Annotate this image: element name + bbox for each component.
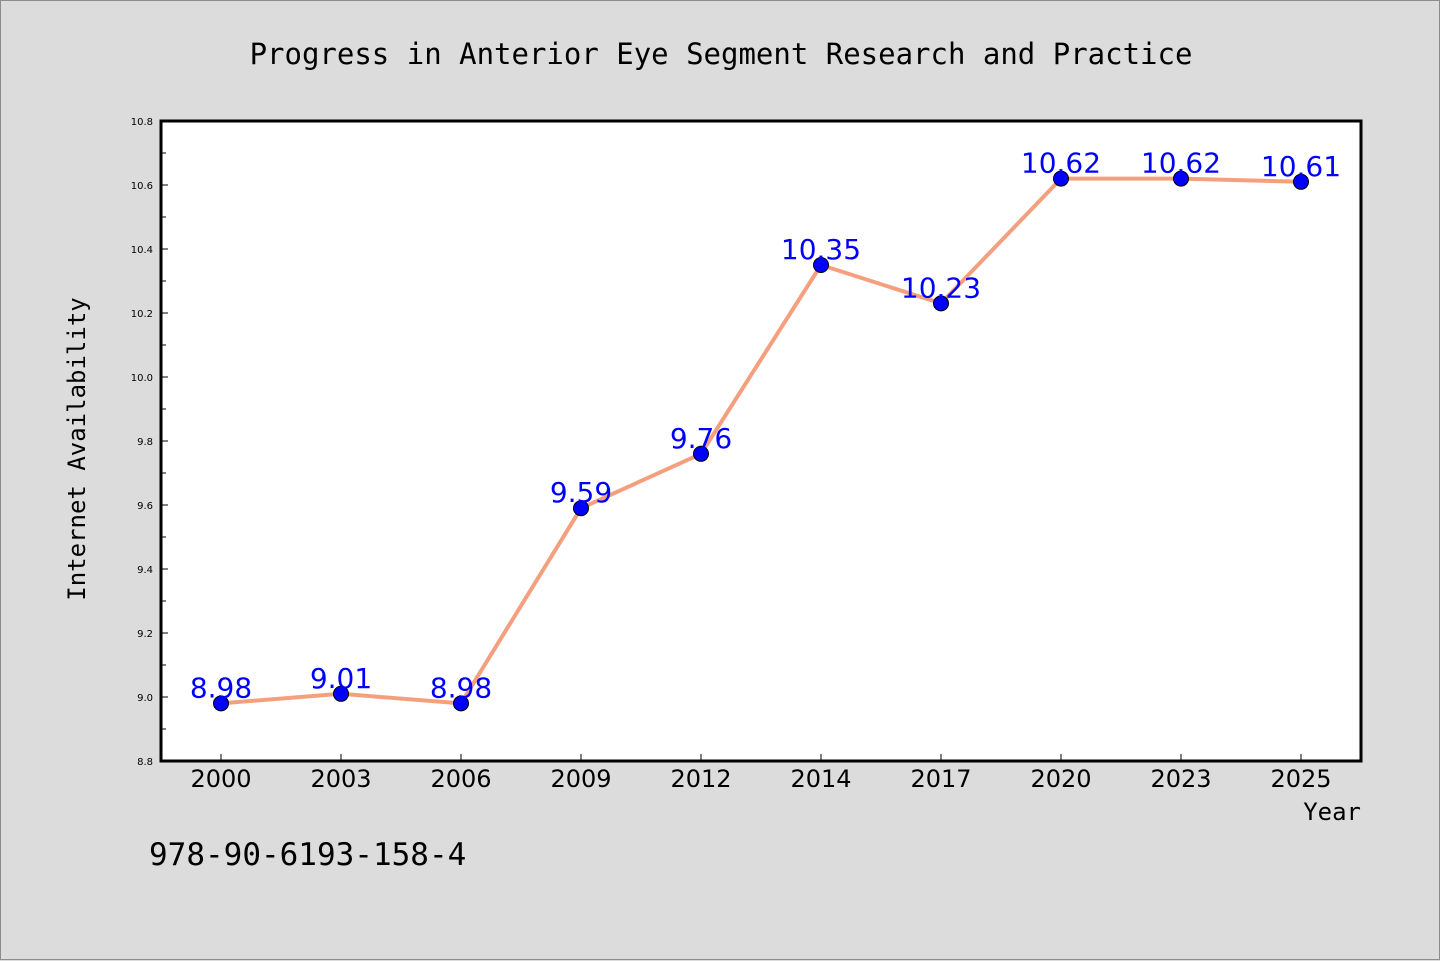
x-tick-label: 2025 (1270, 765, 1331, 793)
y-tick-label: 10.8 (131, 117, 153, 128)
data-point (1293, 173, 1309, 190)
y-tick-label: 9.2 (137, 629, 153, 640)
y-tick-label: 10.2 (131, 309, 153, 320)
series-layer: 8.98 9.01 8.98 9.59 9.76 10.35 10.23 10.62 10.62… (190, 147, 1341, 712)
data-point (333, 685, 349, 702)
data-point (453, 695, 469, 712)
data-point (813, 257, 829, 273)
x-tick-label: 2003 (310, 765, 371, 793)
x-tick-label: 2014 (790, 765, 851, 793)
data-label: 8.98 (190, 671, 252, 704)
series-line (220, 176, 1302, 706)
y-tick-label: 9.0 (137, 693, 153, 704)
data-label: 10.35 (781, 233, 861, 266)
data-point (693, 445, 709, 462)
footnote-isbn: 978-90-6193-158-4 (149, 837, 466, 873)
data-label: 9.59 (550, 476, 612, 509)
y-tick-label: 8.8 (137, 757, 153, 768)
data-point (1173, 170, 1189, 187)
x-tick-label: 2006 (430, 765, 491, 793)
data-point (1053, 170, 1069, 187)
y-tick-label: 9.8 (137, 437, 153, 448)
plot-area (159, 119, 1363, 763)
x-tick-label: 2012 (670, 765, 731, 793)
y-tick-label: 9.4 (137, 565, 153, 576)
x-axis-label: Year (1303, 798, 1361, 826)
x-tick-label: 2009 (550, 765, 611, 793)
data-point (933, 295, 949, 312)
data-label: 9.01 (310, 662, 372, 695)
x-tick-label: 2000 (190, 765, 251, 793)
y-tick-label: 10.6 (131, 181, 153, 192)
x-axis-ticks: 2000 2003 2006 2009 2012 2014 2017 2020 2023 2025 (190, 754, 1332, 793)
data-label: 10.62 (1141, 147, 1221, 180)
x-tick-label: 2023 (1150, 765, 1211, 793)
x-tick-label: 2020 (1030, 765, 1091, 793)
data-label: 10.23 (901, 271, 981, 304)
data-label: 9.76 (670, 422, 732, 455)
data-label: 10.61 (1261, 150, 1341, 183)
y-tick-label: 10.4 (131, 245, 153, 256)
y-tick-label: 9.6 (137, 501, 153, 512)
chart-title: Progress in Anterior Eye Segment Researc… (250, 37, 1193, 71)
data-label: 8.98 (430, 671, 492, 704)
data-point (573, 500, 589, 517)
data-label: 10.62 (1021, 147, 1101, 180)
y-axis-ticks: 8.8 9.0 9.2 9.4 9.6 9.8 10.0 10.2 10.4 10.6 10.8 (131, 117, 168, 768)
y-axis-label: Internet Availability (63, 297, 91, 600)
x-tick-label: 2017 (910, 765, 971, 793)
y-tick-label: 10.0 (131, 373, 153, 384)
data-point (213, 695, 229, 712)
